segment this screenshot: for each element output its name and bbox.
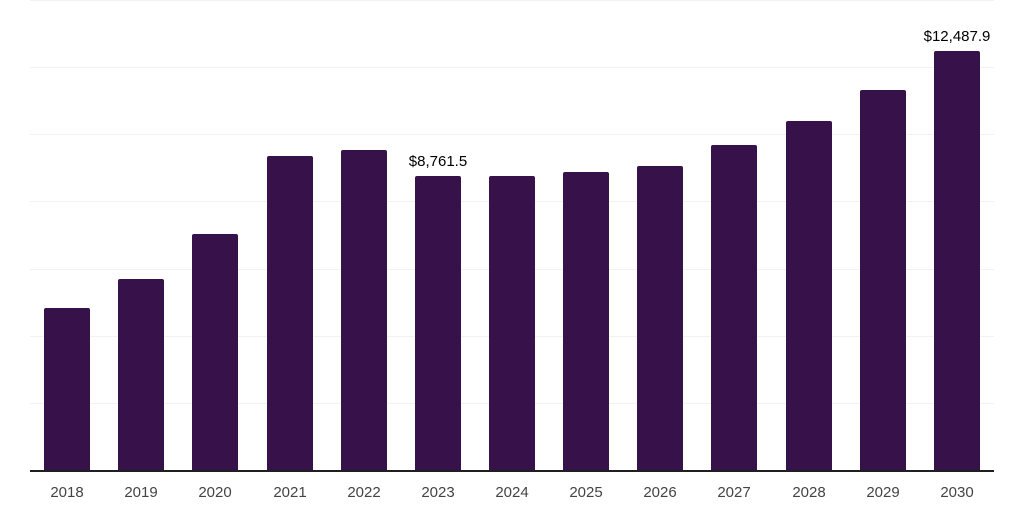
data-label-2030: $12,487.9 xyxy=(923,28,991,45)
bar-2018[interactable] xyxy=(44,308,90,470)
bar-2029[interactable] xyxy=(860,90,906,470)
x-tick-2025: 2025 xyxy=(569,484,603,501)
x-tick-2023: 2023 xyxy=(421,484,455,501)
gridline-14000 xyxy=(30,0,994,1)
gridline-12000 xyxy=(30,67,994,68)
x-tick-2027: 2027 xyxy=(717,484,751,501)
x-tick-2020: 2020 xyxy=(198,484,232,501)
bar-2027[interactable] xyxy=(711,145,757,470)
data-label-2023: $8,761.5 xyxy=(408,153,468,170)
bar-2022[interactable] xyxy=(341,150,387,470)
x-tick-2021: 2021 xyxy=(273,484,307,501)
x-tick-2026: 2026 xyxy=(643,484,677,501)
bar-2023[interactable] xyxy=(415,176,461,470)
x-tick-2030: 2030 xyxy=(940,484,974,501)
plot-area: $8,761.5 $12,487.9 xyxy=(30,0,994,472)
x-tick-2028: 2028 xyxy=(792,484,826,501)
bar-2028[interactable] xyxy=(786,121,832,470)
gridline-10000 xyxy=(30,134,994,135)
x-tick-2022: 2022 xyxy=(347,484,381,501)
bar-2021[interactable] xyxy=(267,156,313,470)
bar-2026[interactable] xyxy=(637,166,683,470)
bar-2025[interactable] xyxy=(563,172,609,470)
x-tick-2029: 2029 xyxy=(866,484,900,501)
bar-2030[interactable] xyxy=(934,51,980,470)
x-tick-2024: 2024 xyxy=(495,484,529,501)
bar-2024[interactable] xyxy=(489,176,535,470)
bar-2019[interactable] xyxy=(118,279,164,470)
bar-2020[interactable] xyxy=(192,234,238,470)
x-tick-2019: 2019 xyxy=(124,484,158,501)
x-tick-2018: 2018 xyxy=(50,484,84,501)
x-axis: 2018 2019 2020 2021 2022 2023 2024 2025 2026 2027… xyxy=(0,484,1024,504)
